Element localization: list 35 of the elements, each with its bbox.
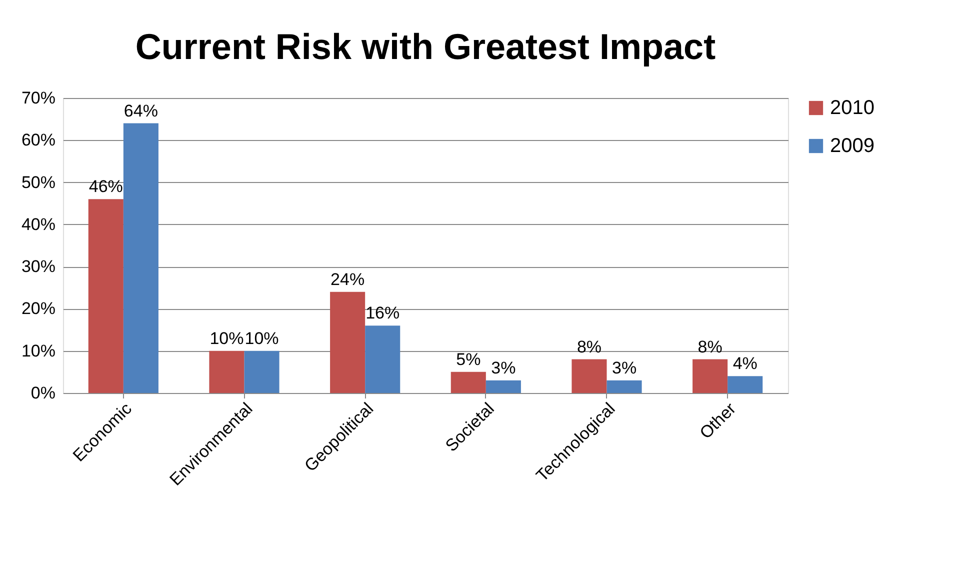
data-label: 10% <box>210 328 244 348</box>
y-tick-label: 30% <box>21 257 56 276</box>
data-label: 46% <box>88 177 123 196</box>
chart-title: Current Risk with Greatest Impact <box>135 26 716 67</box>
y-tick-label: 20% <box>21 299 56 318</box>
data-label: 8% <box>698 337 722 356</box>
data-label: 3% <box>491 358 516 378</box>
bar <box>123 123 158 393</box>
bar <box>209 350 244 393</box>
bar <box>88 199 124 393</box>
data-label: 16% <box>366 304 400 323</box>
data-label: 8% <box>576 337 602 356</box>
data-label: 3% <box>612 358 637 378</box>
bar <box>728 376 763 393</box>
y-tick-label: 40% <box>21 214 56 234</box>
bar <box>330 292 366 393</box>
y-tick-label: 10% <box>21 341 56 360</box>
bar <box>486 380 521 393</box>
bar <box>450 372 486 393</box>
data-label: 10% <box>244 328 279 348</box>
bar <box>606 380 642 393</box>
data-label: 24% <box>330 270 365 289</box>
legend-label: 2010 <box>830 97 874 119</box>
bar <box>365 326 400 393</box>
y-tick-label: 70% <box>21 88 56 108</box>
bar <box>572 359 607 393</box>
y-tick-label: 60% <box>21 130 56 150</box>
legend-label: 2009 <box>830 135 874 157</box>
data-label: 64% <box>124 101 158 120</box>
y-tick-label: 50% <box>21 172 56 192</box>
bar <box>692 359 728 393</box>
bar <box>244 350 280 393</box>
data-label: 5% <box>456 350 481 369</box>
data-label: 4% <box>732 354 758 374</box>
y-tick-label: 0% <box>30 384 56 402</box>
